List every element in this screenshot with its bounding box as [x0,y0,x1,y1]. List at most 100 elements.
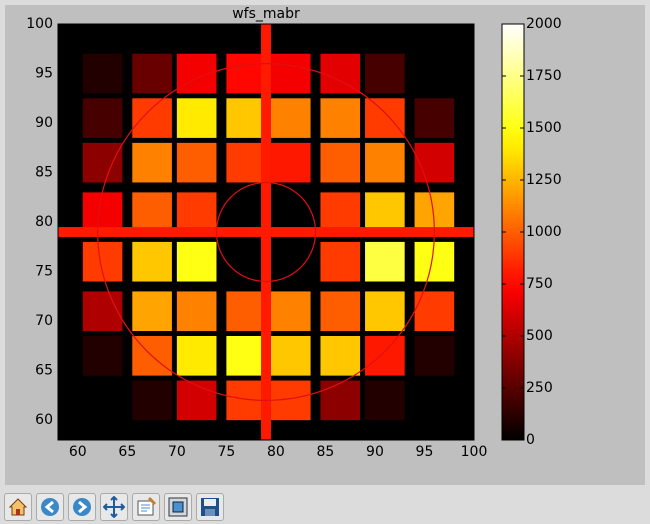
heat-cell [132,241,172,282]
y-tick-label: 85 [35,165,53,181]
heat-cell [226,142,266,183]
figure: wfs_mabr 60 65 70 75 80 85 90 95 100 60 65 70 75 80 85… [5,5,645,485]
heat-cell [132,380,172,421]
x-tick-label: 70 [168,444,186,460]
colorbar-tick-label: 0 [526,432,535,448]
save-button[interactable] [196,493,224,521]
x-tick-label: 90 [366,444,384,460]
y-tick-label: 80 [35,214,53,230]
heat-cell [270,53,311,94]
heat-cell [320,241,361,282]
pan-button[interactable] [100,493,128,521]
heat-cell [226,53,266,94]
heat-cell [132,291,172,332]
heat-cell [365,142,405,183]
home-button[interactable] [4,493,32,521]
heat-cell [132,142,172,183]
heat-cell [320,142,361,183]
heat-cell [82,53,123,94]
heat-cell [320,53,361,94]
y-tick-label: 95 [35,66,53,82]
x-tick-label: 100 [461,444,488,460]
heat-cell [414,53,455,94]
back-button[interactable] [36,493,64,521]
heat-cell [414,241,455,282]
heat-cell [365,380,405,421]
forward-button[interactable] [68,493,96,521]
y-tick-label: 90 [35,115,53,131]
heat-cell [414,98,455,138]
x-tick-label: 65 [118,444,136,460]
heat-cell [176,192,217,232]
heat-cell [176,291,217,332]
heat-cell [176,336,217,376]
y-tick-label: 100 [26,16,53,32]
colorbar-tick-label: 250 [526,380,553,396]
heat-cell [270,291,311,332]
heat-cell [82,241,123,282]
y-tick-label: 65 [35,363,53,379]
heat-cell [365,98,405,138]
colorbar-tick-label: 500 [526,328,553,344]
plot-area [58,24,474,440]
heat-cell [176,142,217,183]
heat-cell [82,291,123,332]
heat-cell [82,98,123,138]
heat-cell [414,291,455,332]
heat-cell [365,192,405,232]
x-tick-label: 60 [69,444,87,460]
heat-cell [82,336,123,376]
x-tick-label: 75 [217,444,235,460]
heat-cell [270,336,311,376]
colorbar-tick-label: 1250 [526,172,562,188]
x-tick-label: 95 [416,444,434,460]
colorbar-tick-label: 1000 [526,224,562,240]
x-tick-label: 85 [317,444,335,460]
colorbar-tick-label: 2000 [526,16,562,32]
heat-cell [226,192,266,232]
heat-cell [365,336,405,376]
heat-cell [414,142,455,183]
y-tick-label: 75 [35,264,53,280]
heat-cell [132,53,172,94]
zoom-button[interactable] [164,493,192,521]
toolbar [0,490,650,524]
heat-cell [414,336,455,376]
colorbar-tick-label: 750 [526,276,553,292]
plot-frame [57,23,475,441]
heat-cell [320,192,361,232]
heat-cell [320,380,361,421]
heat-cell [226,336,266,376]
heat-cell [320,291,361,332]
heat-cell [365,241,405,282]
overlay-circle [215,181,317,283]
heat-cell [270,98,311,138]
heat-cell [82,142,123,183]
heat-cell [176,241,217,282]
heat-cell [82,192,123,232]
heat-cell [320,98,361,138]
heat-cell [365,53,405,94]
heat-cell [226,98,266,138]
y-tick-label: 60 [35,412,53,428]
heat-cell [270,192,311,232]
y-tick-label: 70 [35,313,53,329]
heat-cell [270,142,311,183]
heat-cell [270,241,311,282]
heat-cell [176,98,217,138]
heat-cell [226,241,266,282]
heat-cell [226,291,266,332]
colorbar-tick-label: 1750 [526,68,562,84]
colorbar-tick-label: 1500 [526,120,562,136]
heat-cell [132,98,172,138]
heat-cell [176,380,217,421]
overlay-circle [97,63,435,401]
crosshair-horizontal [58,227,474,237]
chart-title: wfs_mabr [232,6,300,22]
heat-cell [320,336,361,376]
heat-cell [414,380,455,421]
configure-button[interactable] [132,493,160,521]
x-tick-label: 80 [267,444,285,460]
heat-cell [132,192,172,232]
